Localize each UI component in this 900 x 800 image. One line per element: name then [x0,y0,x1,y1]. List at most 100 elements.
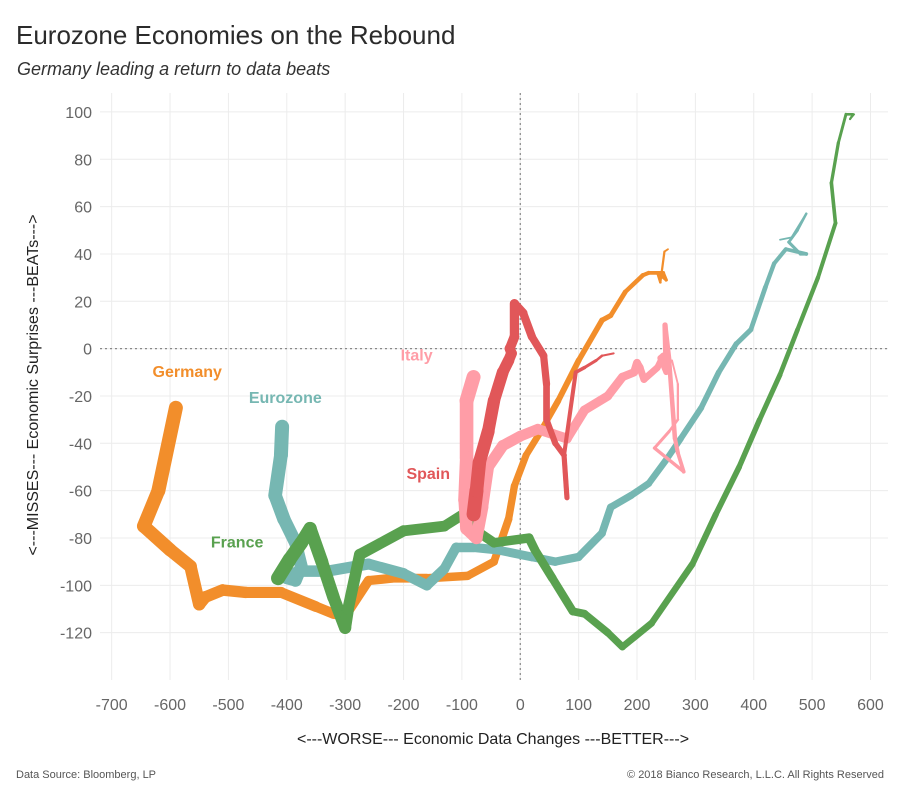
series-segment-eurozone [790,212,808,239]
series-segment-italy [579,391,613,415]
y-tick-label: 80 [74,152,92,169]
x-tick-label: 300 [682,697,709,714]
series-segment-eurozone [492,545,537,562]
series-segment-spain [543,416,559,447]
data-source: Data Source: Bloomberg, LP [16,769,157,781]
series-segment-france [777,327,800,378]
series-segment-spain [561,370,578,458]
y-tick-label: 60 [74,200,92,217]
series-segment-france [836,112,848,145]
series-segment-eurozone [772,247,788,266]
series-segment-eurozone [677,404,705,442]
series-segment-italy [653,429,671,450]
series-segment-eurozone [645,456,670,487]
series-segment-france [648,560,696,627]
grid-lines [100,93,888,680]
series-segment-germany [510,451,530,490]
series-segment-germany [463,557,499,580]
x-tick-label: 200 [624,697,651,714]
series-segment-germany [275,587,322,612]
series-line-spain [466,299,615,522]
series-segment-italy [671,359,679,386]
series-segment-germany [575,317,605,364]
series-segment-spain [528,332,548,360]
series-label-france: France [211,534,264,551]
series-line-italy [458,322,686,545]
series-segment-spain [582,358,598,370]
x-tick-label: 500 [799,697,826,714]
x-axis-label: <---WORSE--- Economic Data Changes ---BE… [297,731,689,748]
series-segment-france [548,574,577,616]
y-axis-ticks: -120 -100 -80 -60 -40 -20 0 20 40 60 80 100 [60,105,92,643]
series-segment-eurozone [574,529,606,561]
series-label-eurozone: Eurozone [249,390,322,407]
series-segment-spain [539,352,551,388]
series-segment-spain [519,308,537,341]
series-lines [136,112,856,651]
y-tick-label: -80 [69,531,92,548]
series-segment-eurozone [598,503,615,538]
y-tick-label: 0 [83,342,92,359]
y-tick-label: 20 [74,294,92,311]
series-segment-france [618,619,656,651]
x-tick-label: -300 [329,697,361,714]
series-segment-italy [672,436,680,455]
series-segment-france [849,113,856,120]
series-segment-eurozone [627,480,653,499]
y-tick-label: -100 [60,578,92,595]
series-segment-france [530,545,557,583]
series-segment-italy [476,461,495,514]
y-tick-label: 100 [65,105,92,122]
series-segment-eurozone [716,341,739,375]
x-tick-label: -200 [388,697,420,714]
series-segment-italy [662,322,672,363]
series-segment-spain [600,352,615,357]
series-segment-eurozone [268,448,288,503]
series-segment-eurozone [551,552,583,566]
series-segment-germany [151,400,183,498]
copyright: © 2018 Bianco Research, L.L.C. All Right… [627,769,884,781]
series-segment-germany [623,273,646,295]
series-segment-italy [458,450,474,507]
series-segment-france [757,372,783,423]
series-segment-spain [594,354,604,362]
x-tick-label: -400 [271,697,303,714]
series-segment-france [315,555,340,604]
x-tick-label: -700 [96,697,128,714]
series-segment-france [489,533,534,548]
series-segment-germany [608,289,628,318]
series-segment-france [815,221,838,280]
series-segment-france [689,511,719,568]
x-tick-label: 400 [740,697,767,714]
x-tick-label: 0 [516,697,525,714]
series-label-spain: Spain [406,466,450,483]
series-segment-eurozone [607,491,635,511]
y-axis-label: <---MISSES--- Economic Surprises ---BEAT… [25,214,42,555]
series-line-france [271,112,856,651]
y-tick-label: -120 [60,626,92,643]
x-tick-label: -600 [154,697,186,714]
series-line-germany [136,248,669,622]
series-segment-germany [522,428,545,459]
y-tick-label: -40 [69,436,92,453]
series-segment-eurozone [787,240,802,256]
series-label-germany: Germany [153,364,222,381]
series-segment-france [398,520,450,537]
series-segment-france [829,141,841,185]
series-segment-eurozone [779,236,793,241]
y-tick-label: -60 [69,484,92,501]
series-segment-france [795,275,821,332]
series-line-eurozone [268,212,809,591]
series-segment-eurozone [748,284,768,333]
series-segment-eurozone [663,435,684,464]
series-segment-germany [555,357,582,404]
series-label-italy: Italy [401,347,433,364]
y-tick-label: 40 [74,247,92,264]
x-tick-label: 600 [857,697,884,714]
series-labels: Germany Eurozone France Italy Spain [153,347,450,551]
series-segment-germany [504,482,519,523]
y-tick-label: -20 [69,389,92,406]
series-segment-germany [663,248,669,253]
series-segment-france [736,416,763,470]
series-segment-italy [667,418,680,433]
